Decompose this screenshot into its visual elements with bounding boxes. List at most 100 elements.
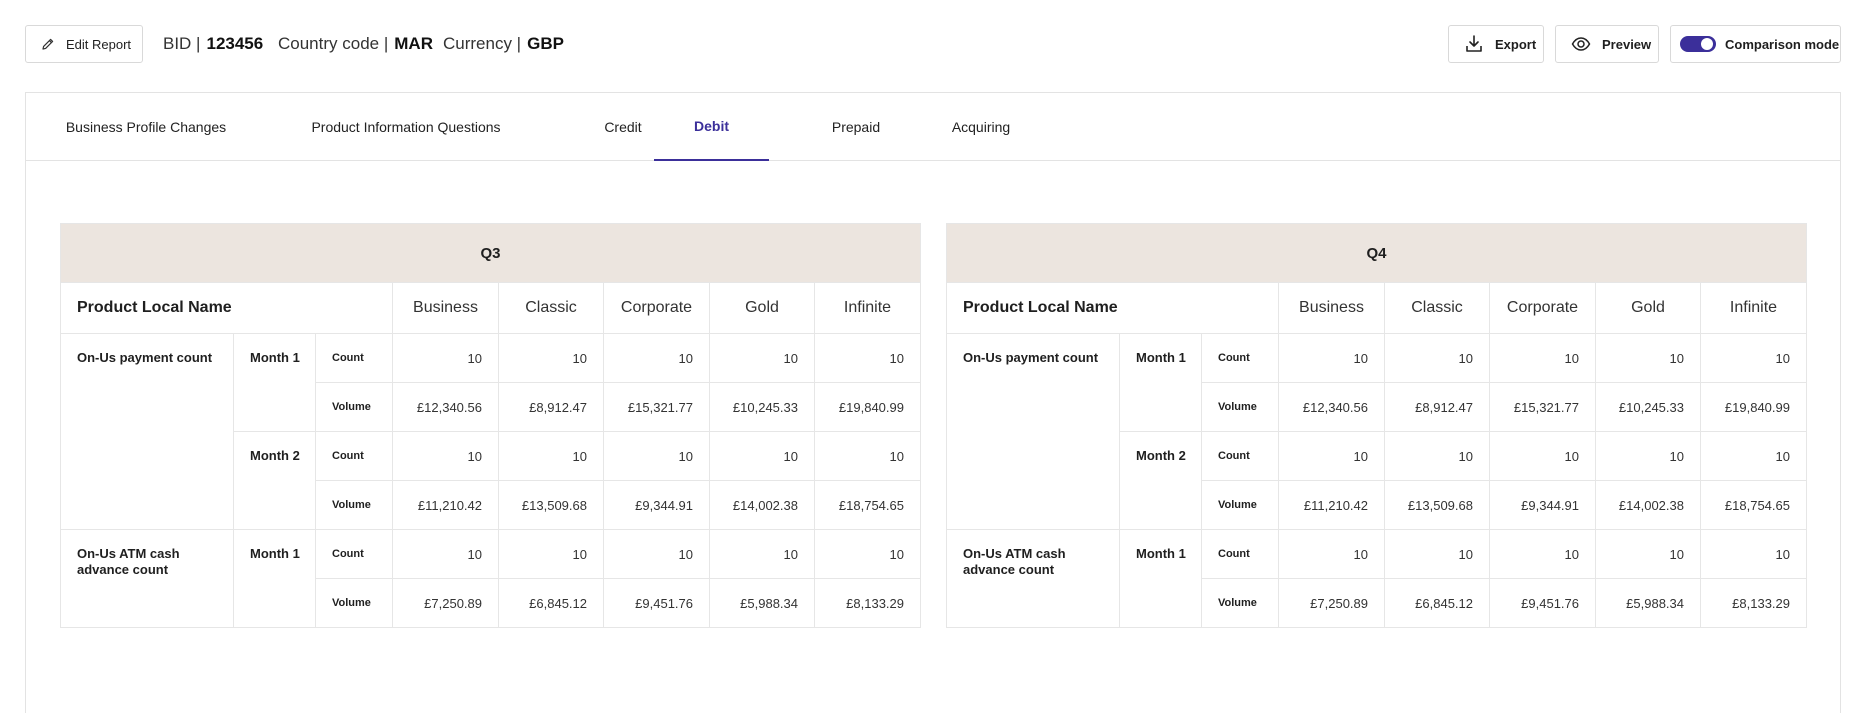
bid-label: BID | [163,34,201,53]
quarter-header: Q3 [60,223,921,283]
edit-report-button[interactable]: Edit Report [25,25,143,63]
value-cell: £18,754.65 [814,480,921,530]
q3-comparison-table: Q3 Product Local Name Business Classic C… [60,223,921,628]
country-value: MAR [394,34,433,53]
comparison-mode-label: Comparison mode [1725,36,1840,52]
row-label-on-us-payment-count: On-Us payment count [60,333,234,530]
toggle-knob [1701,38,1713,50]
column-header-business: Business [392,282,499,334]
tab-prepaid[interactable]: Prepaid [831,119,881,135]
value-cell: £6,845.12 [1384,578,1490,628]
currency-info: Currency | GBP [443,25,564,63]
column-header-corporate: Corporate [603,282,710,334]
currency-value: GBP [527,34,564,53]
value-cell: 10 [1595,529,1701,579]
value-cell: 10 [498,333,604,383]
value-cell: 10 [709,333,815,383]
value-cell: 10 [1384,333,1490,383]
column-header-classic: Classic [498,282,604,334]
row-label-on-us-payment-count: On-Us payment count [946,333,1120,530]
tab-business-profile-changes[interactable]: Business Profile Changes [65,119,227,135]
value-cell: £9,451.76 [1489,578,1596,628]
tab-acquiring[interactable]: Acquiring [951,119,1011,135]
value-cell: 10 [709,529,815,579]
value-cell: 10 [1489,431,1596,481]
table-row: Volume £7,250.89 £6,845.12 £9,451.76 £5,… [61,578,921,628]
value-cell: 10 [814,529,921,579]
value-cell: 10 [1595,431,1701,481]
value-cell: 10 [1700,333,1807,383]
metric-volume-label: Volume [1201,382,1279,432]
metric-count-label: Count [315,431,393,481]
metric-volume-label: Volume [315,480,393,530]
preview-button[interactable]: Preview [1555,25,1659,63]
value-cell: £8,133.29 [1700,578,1807,628]
value-cell: £14,002.38 [1595,480,1701,530]
value-cell: £9,344.91 [1489,480,1596,530]
country-info: Country code | MAR [278,25,433,63]
section-tabs: Business Profile Changes Product Informa… [26,93,1840,161]
product-local-name-header: Product Local Name [60,282,393,334]
tab-debit[interactable]: Debit [654,93,769,161]
month-label: Month 2 [233,431,316,530]
tab-product-information-questions[interactable]: Product Information Questions [311,119,501,135]
value-cell: £7,250.89 [392,578,499,628]
value-cell: £14,002.38 [709,480,815,530]
month-label: Month 1 [1119,529,1202,628]
value-cell: £5,988.34 [1595,578,1701,628]
metric-volume-label: Volume [1201,578,1279,628]
quarter-header: Q4 [946,223,1807,283]
metric-volume-label: Volume [315,382,393,432]
column-header-infinite: Infinite [1700,282,1807,334]
value-cell: £8,912.47 [498,382,604,432]
report-toolbar: Edit Report BID | 123456 Country code | MA… [25,25,1841,63]
toggle-switch[interactable] [1680,36,1716,52]
export-label: Export [1495,36,1537,52]
value-cell: 10 [814,333,921,383]
value-cell: 10 [1278,529,1385,579]
value-cell: 10 [1384,431,1490,481]
value-cell: 10 [1595,333,1701,383]
value-cell: £11,210.42 [392,480,499,530]
value-cell: £15,321.77 [1489,382,1596,432]
column-header-infinite: Infinite [814,282,921,334]
value-cell: £8,133.29 [814,578,921,628]
value-cell: £11,210.42 [1278,480,1385,530]
comparison-mode-toggle[interactable]: Comparison mode [1670,25,1841,63]
value-cell: £8,912.47 [1384,382,1490,432]
table-row: On-Us ATM cash advance count Month 1 Cou… [946,529,1807,628]
column-header-gold: Gold [709,282,815,334]
column-header-gold: Gold [1595,282,1701,334]
table-row: Volume £11,210.42 £13,509.68 £9,344.91 £… [61,480,921,530]
month-label: Month 1 [233,529,316,628]
product-local-name-header: Product Local Name [946,282,1279,334]
column-header-classic: Classic [1384,282,1490,334]
value-cell: £13,509.68 [1384,480,1490,530]
month-label: Month 1 [233,333,316,432]
metric-count-label: Count [1201,431,1279,481]
value-cell: 10 [392,333,499,383]
table-row: Month 2 Count 10 10 10 10 10 [61,431,921,530]
table-row: Volume £7,250.89 £6,845.12 £9,451.76 £5,… [947,578,1807,628]
value-cell: 10 [814,431,921,481]
export-button[interactable]: Export [1448,25,1544,63]
value-cell: 10 [1700,529,1807,579]
value-cell: £12,340.56 [392,382,499,432]
download-icon [1463,33,1485,55]
value-cell: £10,245.33 [709,382,815,432]
edit-report-label: Edit Report [66,36,132,52]
value-cell: 10 [1489,333,1596,383]
table-row: On-Us ATM cash advance count Month 1 Cou… [60,529,921,628]
value-cell: 10 [603,333,710,383]
tab-credit[interactable]: Credit [604,119,642,135]
metric-count-label: Count [315,333,393,383]
value-cell: 10 [498,529,604,579]
value-cell: £19,840.99 [814,382,921,432]
month-label: Month 1 [1119,333,1202,432]
value-cell: 10 [392,431,499,481]
value-cell: 10 [603,431,710,481]
bid-value: 123456 [206,34,264,53]
metric-count-label: Count [315,529,393,579]
value-cell: £13,509.68 [498,480,604,530]
table-row: Volume £12,340.56 £8,912.47 £15,321.77 £… [947,382,1807,432]
